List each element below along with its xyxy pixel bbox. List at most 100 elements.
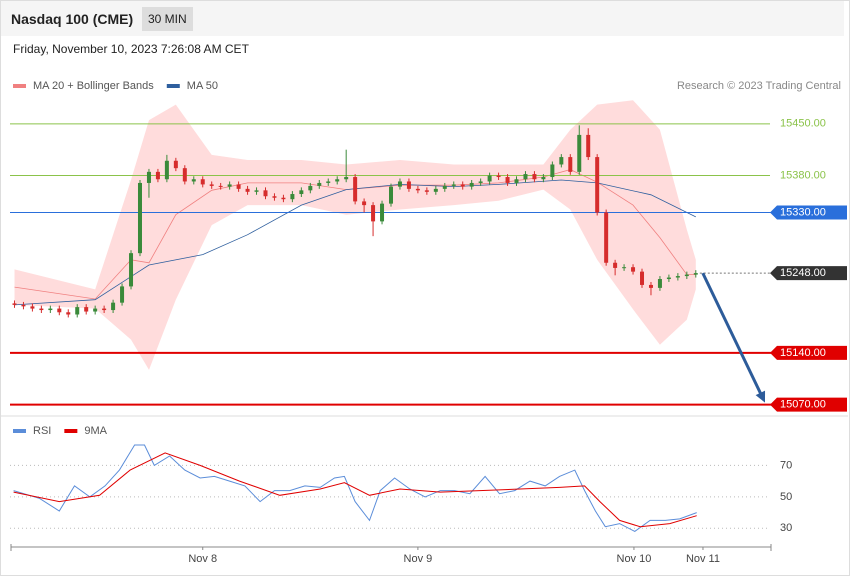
candle-body bbox=[227, 184, 232, 187]
interval-button[interactable]: 30 MIN bbox=[142, 7, 193, 31]
moving-average bbox=[14, 179, 696, 306]
candle-body bbox=[317, 182, 322, 186]
candle-body bbox=[657, 279, 662, 288]
candle-body bbox=[191, 179, 196, 182]
candle-body bbox=[631, 267, 636, 272]
indicator-line bbox=[13, 444, 697, 532]
candle-body bbox=[380, 203, 385, 222]
candle-body bbox=[648, 284, 653, 288]
candle-body bbox=[604, 212, 609, 263]
candle-body bbox=[173, 160, 178, 169]
level-box bbox=[770, 266, 847, 281]
legend-swatch bbox=[64, 429, 78, 433]
candle-body bbox=[693, 273, 698, 275]
candle-body bbox=[48, 308, 53, 311]
candle-body bbox=[523, 174, 528, 180]
candle-body bbox=[155, 171, 160, 180]
legend-swatch bbox=[13, 429, 26, 433]
candle-body bbox=[84, 307, 89, 312]
candle-body bbox=[182, 168, 187, 182]
candle-body bbox=[102, 308, 107, 311]
candle-body bbox=[541, 177, 546, 180]
x-tick-label: Nov 11 bbox=[686, 553, 720, 565]
forecast-arrow bbox=[701, 272, 763, 397]
candle-body bbox=[442, 185, 447, 189]
candle-body bbox=[21, 304, 26, 307]
indicator-line bbox=[13, 452, 697, 528]
legend-swatch bbox=[166, 84, 180, 88]
candle-body bbox=[505, 177, 510, 183]
candle-body bbox=[577, 134, 582, 172]
candle-body bbox=[245, 188, 250, 192]
legend-label: MA 50 bbox=[187, 80, 218, 92]
candle-body bbox=[335, 179, 340, 182]
candle-body bbox=[675, 276, 680, 278]
candle-body bbox=[559, 157, 564, 165]
level-label: 15450.00 bbox=[780, 118, 826, 130]
credit: Research © 2023 Trading Central bbox=[677, 80, 841, 92]
candle-body bbox=[218, 185, 223, 187]
candle-body bbox=[66, 312, 71, 315]
forecast-arrowhead bbox=[755, 390, 766, 403]
legend-label: MA 20 + Bollinger Bands bbox=[33, 80, 154, 92]
candle-body bbox=[200, 179, 205, 185]
x-tick-label: Nov 10 bbox=[617, 553, 652, 565]
candle-body bbox=[640, 271, 645, 285]
level-label: 15140.00 bbox=[780, 347, 826, 359]
candle-body bbox=[550, 164, 555, 178]
level-label: 15248.00 bbox=[780, 267, 826, 279]
bollinger-band bbox=[14, 100, 696, 370]
candle-body bbox=[57, 308, 62, 313]
candle-body bbox=[146, 171, 151, 183]
candle-body bbox=[586, 134, 591, 158]
y-tick-label: 30 bbox=[780, 522, 792, 534]
candle-body bbox=[496, 175, 501, 178]
candle-body bbox=[137, 182, 142, 254]
candle-body bbox=[684, 274, 689, 277]
candle-body bbox=[326, 181, 331, 183]
legend-label: 9MA bbox=[84, 425, 107, 437]
y-tick-label: 50 bbox=[780, 491, 792, 503]
level-label: 15380.00 bbox=[780, 169, 826, 181]
candle-body bbox=[209, 184, 214, 186]
candle-body bbox=[451, 184, 456, 186]
level-box bbox=[770, 397, 847, 412]
candle-body bbox=[39, 308, 44, 311]
legend-label: RSI bbox=[33, 425, 51, 437]
candle-body bbox=[424, 190, 429, 192]
candle-body bbox=[254, 190, 259, 192]
candle-body bbox=[353, 177, 358, 202]
candle-body bbox=[613, 262, 618, 268]
candle-body bbox=[469, 182, 474, 187]
x-tick-label: Nov 8 bbox=[188, 553, 217, 565]
candle-body bbox=[532, 174, 537, 180]
candle-body bbox=[514, 179, 519, 183]
x-tick-label: Nov 9 bbox=[404, 553, 433, 565]
candle-body bbox=[371, 205, 376, 222]
candle-body bbox=[397, 181, 402, 187]
candle-body bbox=[568, 157, 573, 172]
candle-body bbox=[666, 277, 671, 280]
header: Nasdaq 100 (CME) 30 MIN bbox=[1, 1, 844, 36]
candle-body bbox=[415, 188, 420, 191]
candle-body bbox=[362, 201, 367, 206]
candle-body bbox=[290, 194, 295, 200]
candle-body bbox=[120, 286, 125, 303]
candle-body bbox=[299, 190, 304, 195]
y-tick-label: 70 bbox=[780, 459, 792, 471]
candle-body bbox=[111, 302, 116, 311]
date: Friday, November 10, 2023 7:26:08 AM CET bbox=[13, 42, 249, 56]
level-label: 15330.00 bbox=[780, 206, 826, 218]
candle-body bbox=[595, 157, 600, 213]
candle-body bbox=[406, 181, 411, 189]
candle-body bbox=[460, 184, 465, 187]
candle-body bbox=[30, 306, 35, 309]
candle-body bbox=[129, 253, 134, 287]
level-box bbox=[770, 205, 847, 220]
candle-body bbox=[308, 185, 313, 191]
candle-body bbox=[236, 184, 241, 189]
candle-body bbox=[75, 307, 80, 315]
candle-body bbox=[622, 267, 627, 269]
candle-body bbox=[263, 190, 268, 197]
